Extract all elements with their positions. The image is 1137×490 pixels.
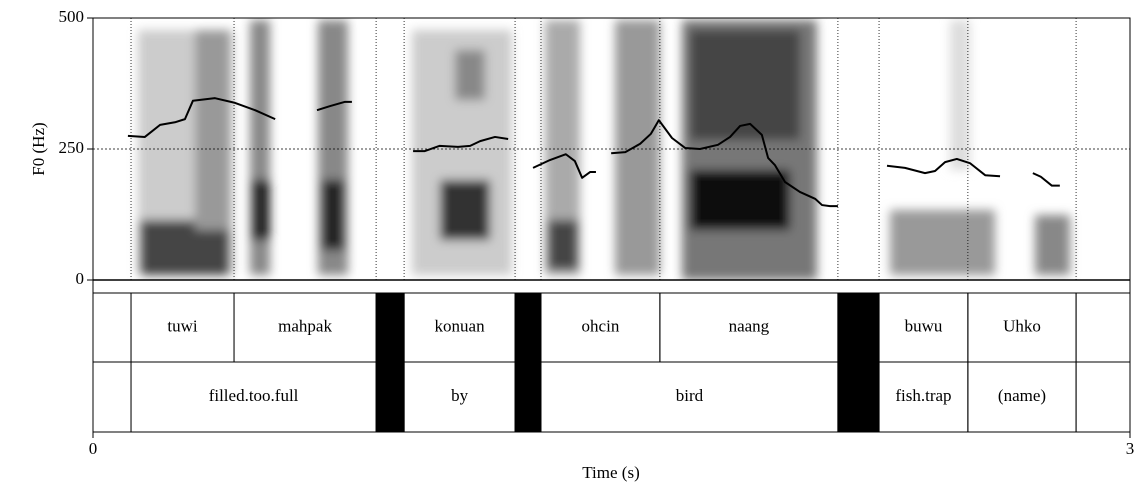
pause-interval xyxy=(375,361,405,433)
y-tick-label: 0 xyxy=(76,269,85,288)
interval-label: konuan xyxy=(435,316,486,335)
y-tick-label: 250 xyxy=(59,138,85,157)
interval-label: naang xyxy=(729,316,770,335)
interval-label: mahpak xyxy=(278,316,332,335)
interval-label: by xyxy=(451,386,469,405)
pause-interval xyxy=(514,292,542,363)
pause-interval xyxy=(514,361,542,433)
x-axis-label: Time (s) xyxy=(582,463,639,482)
pause-interval xyxy=(837,292,880,363)
pause-interval xyxy=(837,361,880,433)
interval-label: fish.trap xyxy=(895,386,951,405)
interval-label: Uhko xyxy=(1003,316,1041,335)
pause-interval xyxy=(375,292,405,363)
interval xyxy=(1075,292,1131,363)
y-tick-label: 500 xyxy=(59,7,85,26)
spectrogram xyxy=(138,20,1070,280)
x-tick-label: 3 xyxy=(1126,439,1135,458)
y-axis-label: F0 (Hz) xyxy=(29,122,48,175)
pitch-line xyxy=(127,97,1060,208)
x-tick-label: 0 xyxy=(89,439,98,458)
interval-label: buwu xyxy=(905,316,943,335)
interval xyxy=(1075,361,1131,433)
interval-label: ohcin xyxy=(582,316,620,335)
interval-label: (name) xyxy=(998,386,1046,405)
interval-label: tuwi xyxy=(167,316,198,335)
interval-label: bird xyxy=(676,386,704,405)
interval xyxy=(92,361,132,433)
interval-label: filled.too.full xyxy=(209,386,299,405)
interval xyxy=(92,292,132,363)
